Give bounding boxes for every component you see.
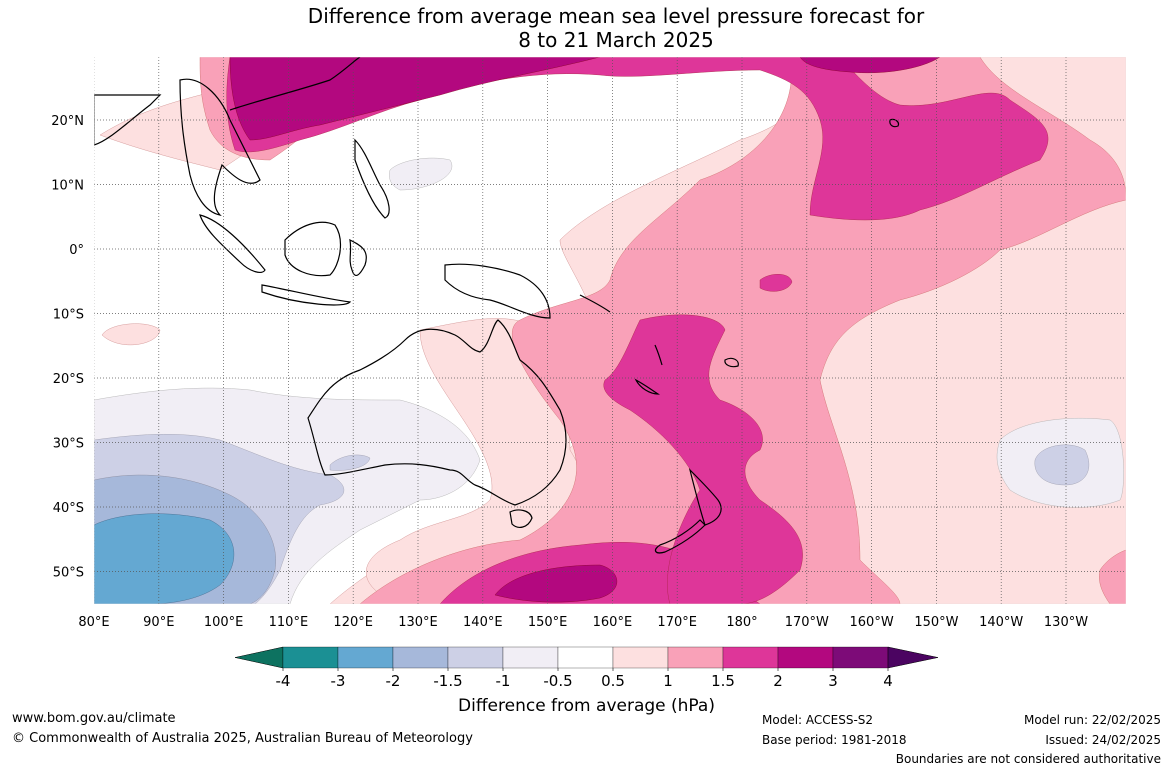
base-period-label: Base period: 1981-2018 <box>762 733 907 747</box>
lat-tick-label: 50°S <box>53 566 84 581</box>
lat-tick-label: 10°S <box>53 308 84 323</box>
colorbar-tick-label: -0.5 <box>543 672 572 690</box>
anomaly-band-2-south <box>494 564 618 603</box>
lat-tick-label: 0° <box>69 243 84 258</box>
vanuatu-coastline <box>654 344 663 366</box>
lon-tick-label: 150°E <box>528 615 568 630</box>
longitude-tick-labels: 80°E 90°E 100°E 110°E 120°E 130°E 140°E 150°E 16… <box>78 615 1088 630</box>
colorbar-swatch <box>667 646 724 669</box>
title-line-1: Difference from average mean sea level p… <box>307 4 925 28</box>
anomaly-band-2-east <box>799 57 941 74</box>
colorbar-swatch <box>392 646 449 669</box>
colorbar-tick-label: 1.5 <box>711 672 735 690</box>
new-caledonia-coastline <box>634 378 660 395</box>
lon-tick-label: 130°W <box>1044 615 1088 630</box>
colorbar-tick-label: 1 <box>663 672 673 690</box>
colorbar-tick-label: 4 <box>883 672 893 690</box>
lat-tick-label: 10°N <box>51 179 84 194</box>
colorbar-tick-label: -2 <box>386 672 401 690</box>
sumatra-coastline <box>199 214 266 273</box>
lon-tick-label: 90°E <box>143 615 174 630</box>
new-guinea-coastline <box>444 263 551 319</box>
copyright-text: © Commonwealth of Australia 2025, Austra… <box>12 731 473 746</box>
lat-tick-label: 20°S <box>53 372 84 387</box>
lat-tick-label: 20°N <box>51 114 84 129</box>
pressure-anomaly-map: 80°E 90°E 100°E 110°E 120°E 130°E 140°E 150°E 16… <box>51 56 1127 690</box>
colorbar-swatch <box>502 646 559 669</box>
lon-tick-label: 150°W <box>914 615 958 630</box>
model-label: Model: ACCESS-S2 <box>762 713 874 727</box>
fiji-coastline <box>724 357 739 368</box>
lon-tick-label: 160°E <box>593 615 633 630</box>
tasmania-coastline <box>509 509 533 528</box>
colorbar-swatch <box>557 646 614 669</box>
lat-tick-label: 30°S <box>53 437 84 452</box>
map-title: Difference from average mean sea level p… <box>0 4 1173 52</box>
colorbar-tick-label: -1 <box>496 672 511 690</box>
anomaly-band-2 <box>229 57 601 141</box>
colorbar-extend-high <box>887 646 939 669</box>
java-coastline <box>261 284 352 306</box>
lon-tick-label: 170°W <box>785 615 829 630</box>
map-plot-area <box>94 57 1126 604</box>
anomaly-band-1-east <box>1099 549 1126 604</box>
anomaly-patch-0-5-indian <box>101 323 161 346</box>
lon-tick-label: 100°E <box>204 615 244 630</box>
colorbar-tick-label: 2 <box>773 672 783 690</box>
gridlines <box>94 57 1126 604</box>
china-coastline <box>229 57 361 111</box>
colorbar-swatch <box>282 646 339 669</box>
boundary-disclaimer: Boundaries are not considered authoritat… <box>895 752 1161 766</box>
colorbar-tick-label: 3 <box>828 672 838 690</box>
colorbar: -4 -3 -2 -1.5 -1 -0.5 0.5 1 1.5 2 3 4 <box>234 646 939 690</box>
australia-coastline <box>307 319 567 506</box>
anomaly-band-neg-2 <box>94 513 234 604</box>
anomaly-patch-neg-aus <box>329 454 371 471</box>
anomaly-band-1-5-north <box>226 57 1049 221</box>
colorbar-swatch <box>722 646 779 669</box>
title-line-2: 8 to 21 March 2025 <box>518 28 714 52</box>
lon-tick-label: 170°E <box>657 615 697 630</box>
lat-tick-label: 40°S <box>53 501 84 516</box>
new-zealand-south-coastline <box>654 519 706 554</box>
colorbar-title: Difference from average (hPa) <box>458 696 715 716</box>
anomaly-patch-neg-north <box>389 157 453 191</box>
lon-tick-label: 120°E <box>333 615 373 630</box>
anomaly-patch-1-5-pacific <box>759 274 793 292</box>
colorbar-swatch <box>612 646 669 669</box>
solomon-islands-coastline <box>579 294 611 313</box>
hawaii-coastline <box>889 118 900 128</box>
colorbar-tick-label: -4 <box>276 672 291 690</box>
philippines-coastline <box>354 138 390 219</box>
borneo-coastline <box>284 221 342 277</box>
colorbar-swatch <box>832 646 889 669</box>
latitude-tick-labels: 20°N 10°N 0° 10°S 20°S 30°S 40°S 50°S <box>51 114 84 581</box>
india-coastline <box>94 94 162 146</box>
colorbar-tick-label: 0.5 <box>601 672 625 690</box>
colorbar-swatch <box>337 646 394 669</box>
sulawesi-coastline <box>349 238 367 277</box>
lon-tick-label: 130°E <box>398 615 438 630</box>
colorbar-swatch <box>447 646 504 669</box>
issued-label: Issued: 24/02/2025 <box>1045 733 1161 747</box>
lon-tick-label: 160°W <box>850 615 894 630</box>
colorbar-tick-label: -1.5 <box>433 672 462 690</box>
new-zealand-north-coastline <box>688 468 722 526</box>
colorbar-swatch <box>777 646 834 669</box>
lon-tick-label: 140°E <box>463 615 503 630</box>
lon-tick-label: 80°E <box>78 615 109 630</box>
lon-tick-label: 180° <box>726 615 757 630</box>
coastlines <box>94 57 900 554</box>
colorbar-extend-low <box>234 646 284 669</box>
lon-tick-label: 110°E <box>269 615 309 630</box>
lon-tick-label: 140°W <box>979 615 1023 630</box>
map-frame <box>93 56 1127 605</box>
anomaly-patch-neg-east-inner <box>1034 444 1090 486</box>
model-run-label: Model run: 22/02/2025 <box>1023 713 1161 727</box>
colorbar-tick-label: -3 <box>331 672 346 690</box>
website-link[interactable]: www.bom.gov.au/climate <box>12 711 176 726</box>
